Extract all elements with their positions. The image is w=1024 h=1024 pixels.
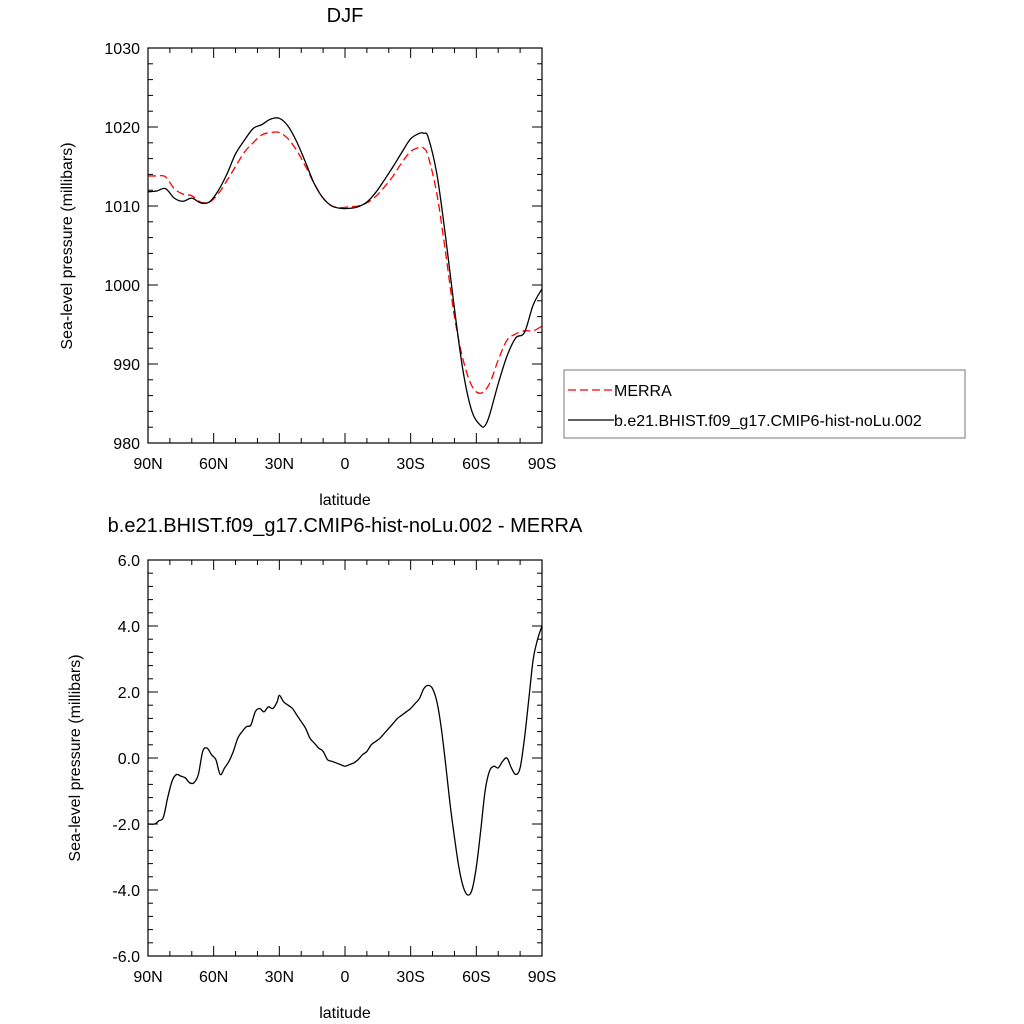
bottom-y-tick-label: -4.0 [112,883,140,900]
top-series-line-merra [147,131,543,394]
bottom-x-tick-label: 30N [265,969,294,986]
top-x-tick-label: 60N [199,456,228,473]
legend: MERRA b.e21.BHIST.f09_g17.CMIP6-hist-noL… [563,369,966,439]
top-x-tick-label: 0 [341,456,350,473]
top-x-tick-label: 90N [133,456,162,473]
legend-label-model: b.e21.BHIST.f09_g17.CMIP6-hist-noLu.002 [614,413,922,430]
bottom-tick-labels: 90N 60N 30N 0 30S 60S 90S -6.0 -4.0 -2.0 0.0 2.0 4.0… [112,553,556,986]
bottom-y-tick-label: -6.0 [112,949,140,966]
top-title: DJF [327,5,364,27]
bottom-plot-frame [147,559,543,957]
top-x-axis-label: latitude [319,492,371,509]
bottom-panel: b.e21.BHIST.f09_g17.CMIP6-hist-noLu.002 … [67,515,583,1022]
bottom-y-axis-label: Sea-level pressure (millibars) [67,654,84,861]
bottom-plot-lines [147,625,543,896]
legend-label-merra: MERRA [614,383,672,400]
top-axis-ticks [147,47,543,444]
bottom-x-tick-label: 90N [133,969,162,986]
top-tick-labels: 90N 60N 30N 0 30S 60S 90S 980 990 1000 1010 1020 103… [104,41,556,473]
bottom-x-tick-label: 0 [341,969,350,986]
bottom-x-tick-label: 90S [528,969,556,986]
bottom-x-tick-label: 60N [199,969,228,986]
bottom-y-tick-label: 2.0 [118,685,140,702]
bottom-title: b.e21.BHIST.f09_g17.CMIP6-hist-noLu.002 … [108,515,583,537]
top-panel: DJF Sea-level pressure (millibars) latit… [59,5,556,509]
top-y-tick-label: 1030 [104,41,140,58]
top-plot-lines [147,117,543,428]
bottom-y-tick-label: 6.0 [118,553,140,570]
top-y-tick-label: 1020 [104,120,140,137]
top-y-tick-label: 990 [113,357,140,374]
top-x-tick-label: 30N [265,456,294,473]
bottom-x-tick-label: 30S [396,969,424,986]
bottom-y-tick-label: 0.0 [118,751,140,768]
top-series-line-model [147,117,543,428]
top-y-tick-label: 980 [113,436,140,453]
top-y-axis-label: Sea-level pressure (millibars) [59,142,76,349]
top-y-tick-label: 1000 [104,278,140,295]
top-x-tick-label: 30S [396,456,424,473]
bottom-x-axis-label: latitude [319,1005,371,1022]
bottom-axis-ticks [147,559,543,957]
top-x-tick-label: 90S [528,456,556,473]
bottom-series-line-model [147,625,543,896]
top-plot-frame [147,47,543,444]
top-x-tick-label: 60S [462,456,490,473]
legend-box [563,369,966,439]
top-y-tick-label: 1010 [104,199,140,216]
bottom-x-tick-label: 60S [462,969,490,986]
bottom-y-tick-label: 4.0 [118,619,140,636]
bottom-y-tick-label: -2.0 [112,817,140,834]
